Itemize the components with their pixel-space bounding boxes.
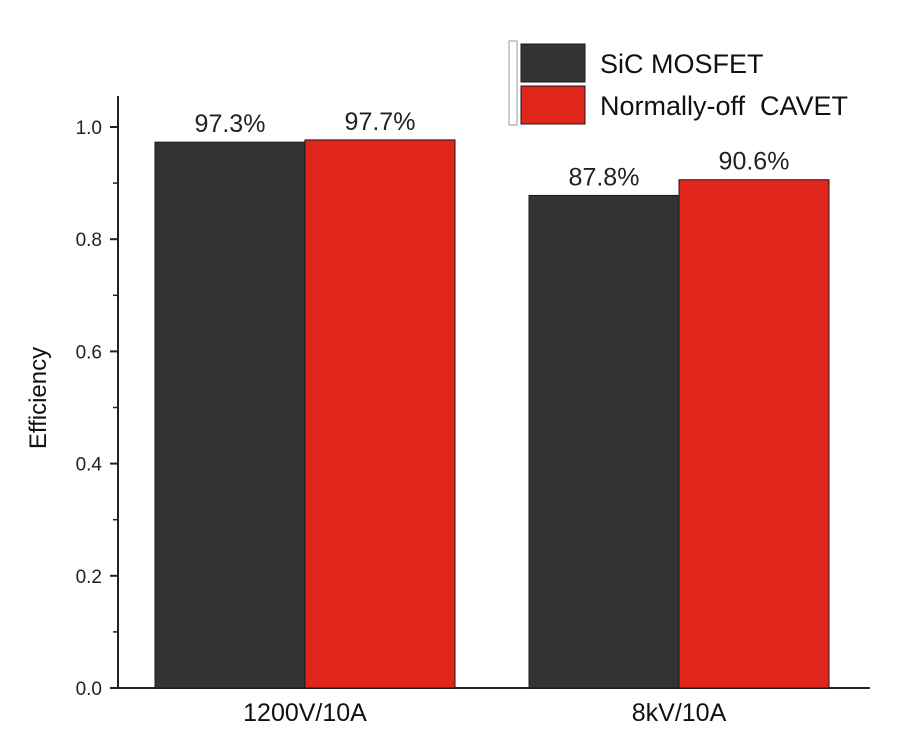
x-category-label: 1200V/10A bbox=[243, 699, 367, 727]
y-tick-label: 0.2 bbox=[76, 567, 102, 588]
legend-entry-label: Normally-off CAVET bbox=[600, 91, 848, 121]
bar-value-label: 90.6% bbox=[719, 148, 790, 176]
data-labels: 97.3% 97.7% 87.8% 90.6% bbox=[195, 108, 790, 192]
y-tick-label: 0.0 bbox=[76, 679, 102, 700]
bar-value-label: 97.7% bbox=[345, 108, 416, 136]
legend: SiC MOSFET Normally-off CAVET bbox=[508, 40, 848, 126]
y-tick-label: 0.6 bbox=[76, 342, 102, 363]
bar bbox=[154, 141, 306, 689]
bar bbox=[304, 139, 456, 689]
y-tick-label: 1.0 bbox=[76, 118, 102, 139]
legend-swatch bbox=[520, 43, 586, 83]
y-tick-label: 0.8 bbox=[76, 230, 102, 251]
bar bbox=[678, 179, 830, 689]
x-category-label: 8kV/10A bbox=[632, 699, 727, 727]
y-axis-title: Efficiency bbox=[25, 347, 52, 449]
legend-swatch bbox=[520, 85, 586, 125]
bar bbox=[528, 194, 680, 689]
legend-entry-label: SiC MOSFET bbox=[600, 49, 764, 79]
legend-frame bbox=[508, 40, 518, 126]
y-tick-label: 0.4 bbox=[76, 455, 103, 476]
bar-value-label: 87.8% bbox=[569, 163, 640, 191]
bars bbox=[154, 139, 830, 689]
bar-value-label: 97.3% bbox=[195, 110, 266, 138]
